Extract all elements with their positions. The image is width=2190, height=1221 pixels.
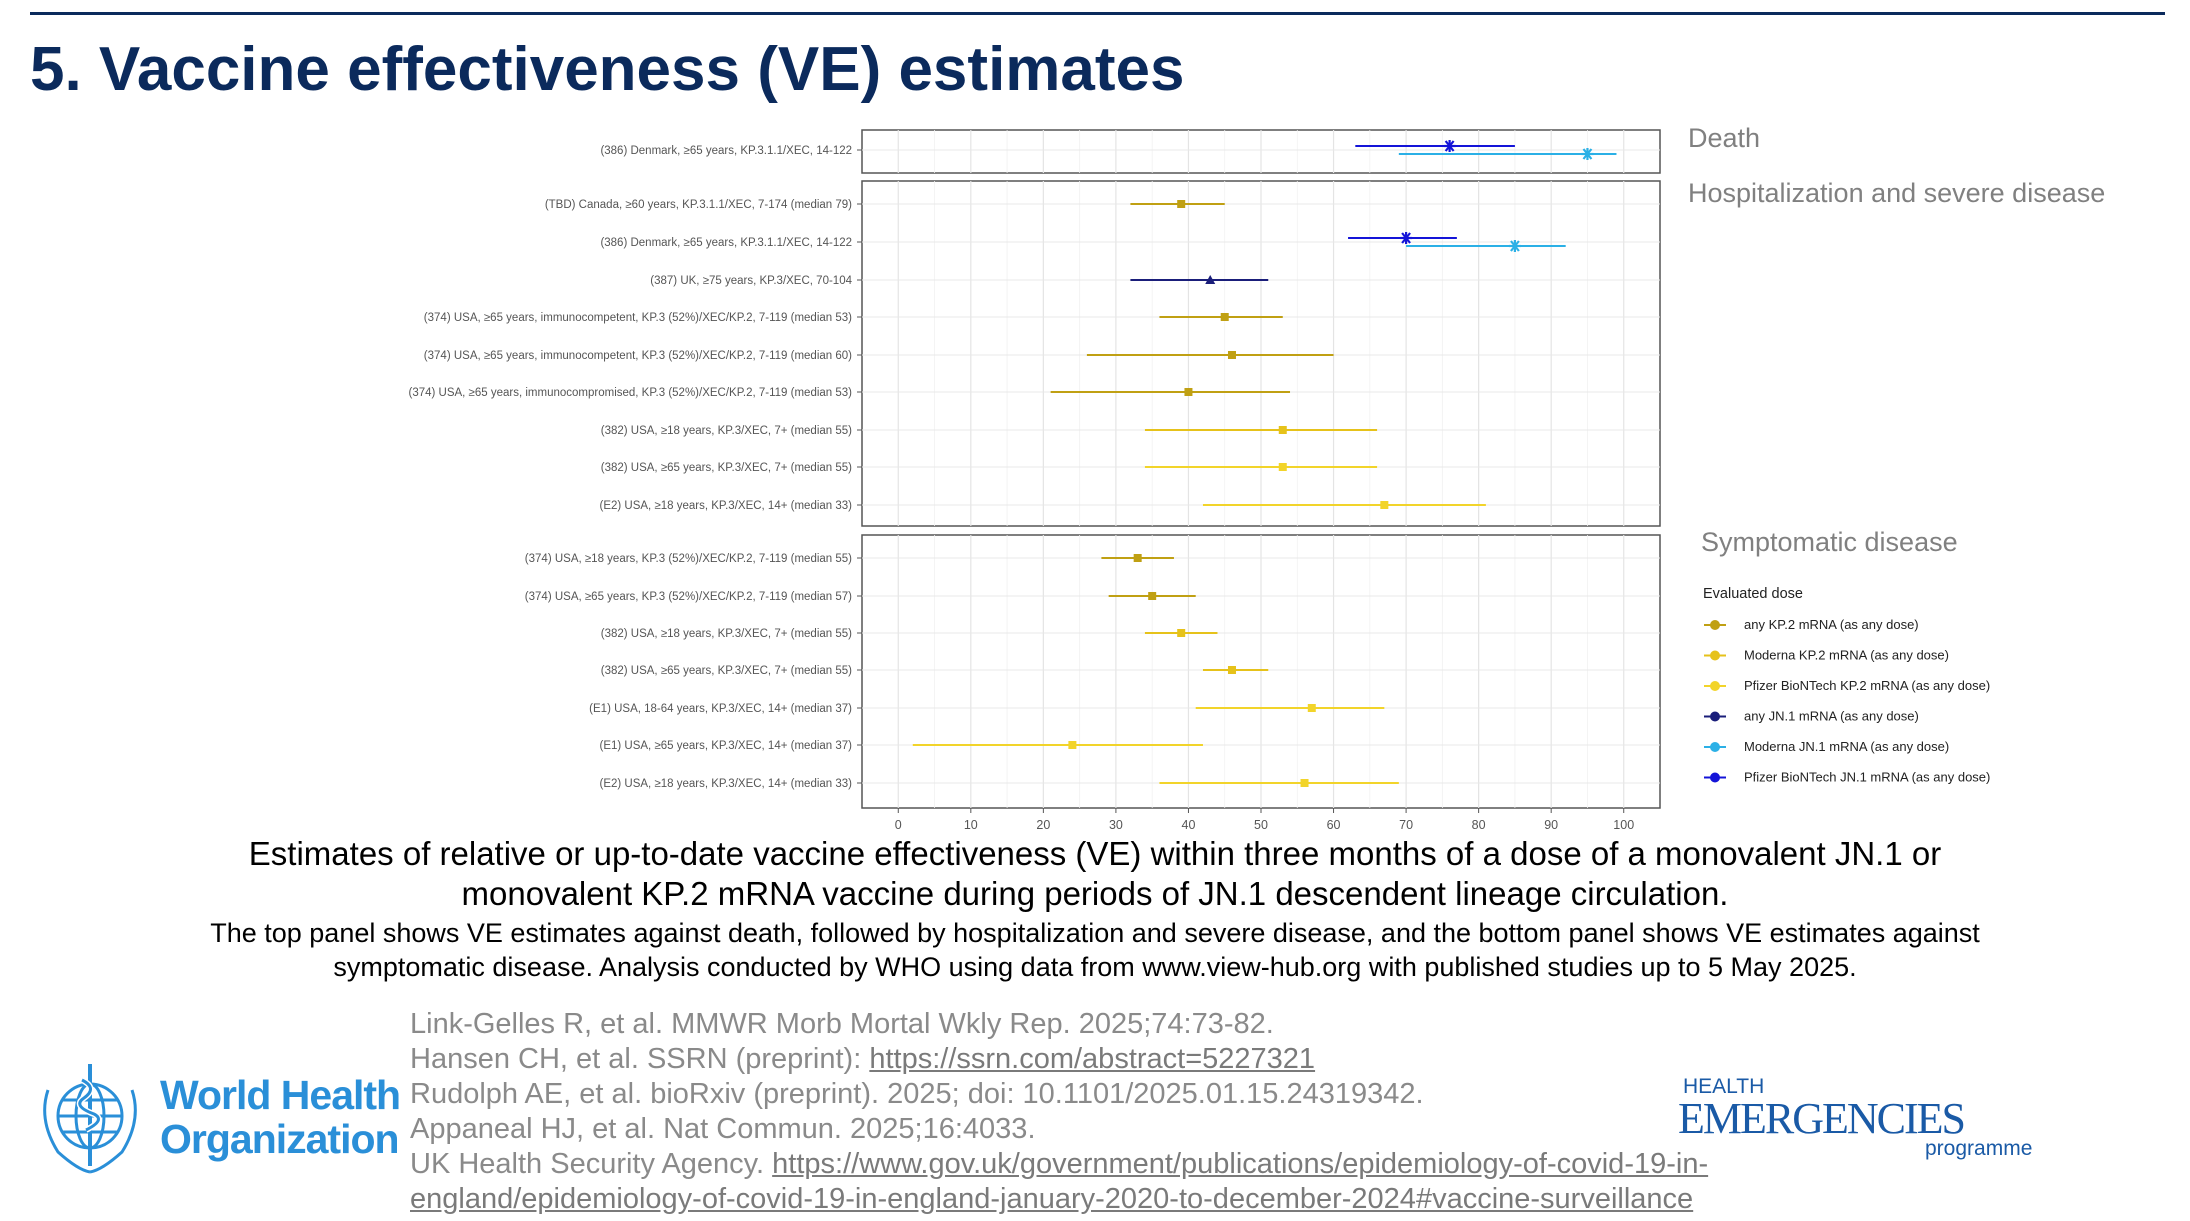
legend-marker: [1710, 650, 1720, 661]
x-tick-label: 0: [895, 818, 902, 830]
legend-title: Evaluated dose: [1703, 586, 1803, 602]
title-rule: [30, 12, 2165, 15]
point-estimate: [1508, 240, 1521, 252]
row-label: (387) UK, ≥75 years, KP.3/XEC, 70-104: [650, 275, 852, 287]
panel-label: Symptomatic disease: [1701, 527, 1958, 557]
x-tick-label: 10: [964, 818, 978, 830]
point-estimate: [1380, 501, 1389, 509]
point-estimate: [1278, 426, 1287, 434]
page-title: 5. Vaccine effectiveness (VE) estimates: [30, 35, 1185, 104]
legend-marker: [1710, 681, 1720, 691]
legend-label: Pfizer BioNTech JN.1 mRNA (as any dose): [1744, 770, 1990, 785]
legend-marker: [1710, 620, 1720, 630]
caption-line-1: Estimates of relative or up-to-date vacc…: [248, 835, 1942, 872]
row-label: (382) USA, ≥65 years, KP.3/XEC, 7+ (medi…: [601, 462, 852, 474]
x-tick-label: 50: [1254, 818, 1268, 830]
reference-3: Rudolph AE, et al. bioRxiv (preprint). 2…: [410, 1078, 1424, 1110]
point-estimate: [1400, 232, 1413, 244]
point-estimate: [1177, 200, 1186, 208]
row-label: (E1) USA, 18-64 years, KP.3/XEC, 14+ (me…: [589, 703, 852, 715]
row-label: (TBD) Canada, ≥60 years, KP.3.1.1/XEC, 7…: [545, 199, 852, 211]
row-label: (E2) USA, ≥18 years, KP.3/XEC, 14+ (medi…: [599, 778, 852, 790]
row-label: (374) USA, ≥65 years, immunocompromised,…: [408, 387, 852, 399]
caption-line-2: monovalent KP.2 mRNA vaccine during peri…: [461, 875, 1729, 912]
point-estimate: [1068, 741, 1077, 749]
x-tick-label: 30: [1109, 818, 1123, 830]
point-estimate: [1300, 779, 1309, 787]
row-label: (374) USA, ≥65 years, immunocompetent, K…: [424, 350, 852, 362]
who-logo-text: World Health Organization: [160, 1072, 401, 1162]
x-tick-label: 100: [1613, 818, 1634, 830]
row-label: (374) USA, ≥65 years, immunocompetent, K…: [424, 312, 852, 324]
x-tick-label: 40: [1182, 818, 1196, 830]
point-estimate: [1278, 463, 1287, 471]
panel-label: Hospitalization and severe disease: [1688, 178, 2105, 208]
reference-5: UK Health Security Agency. https://www.g…: [410, 1148, 1708, 1181]
he-logo-health: HEALTH: [1683, 1075, 1765, 1098]
row-label: (382) USA, ≥18 years, KP.3/XEC, 7+ (medi…: [601, 425, 852, 437]
reference-4: Appaneal HJ, et al. Nat Commun. 2025;16:…: [410, 1113, 1036, 1145]
point-estimate: [1307, 704, 1316, 712]
point-estimate: [1184, 388, 1193, 396]
he-logo-programme: programme: [1925, 1137, 2033, 1160]
caption-line-3: The top panel shows VE estimates against…: [210, 918, 1980, 948]
row-label: (374) USA, ≥18 years, KP.3 (52%)/XEC/KP.…: [525, 553, 852, 565]
point-estimate: [1148, 592, 1157, 600]
reference-2-link[interactable]: https://ssrn.com/abstract=5227321: [869, 1043, 1316, 1075]
legend-label: Pfizer BioNTech KP.2 mRNA (as any dose): [1744, 678, 1990, 693]
reference-2: Hansen CH, et al. SSRN (preprint): https…: [410, 1043, 1315, 1076]
point-estimate: [1220, 313, 1229, 321]
x-tick-label: 80: [1472, 818, 1486, 830]
point-estimate: [1227, 351, 1236, 359]
caption-line-4: symptomatic disease. Analysis conducted …: [333, 952, 1857, 982]
legend-marker: [1710, 772, 1720, 783]
row-label: (382) USA, ≥18 years, KP.3/XEC, 7+ (medi…: [601, 628, 852, 640]
x-tick-label: 20: [1036, 818, 1050, 830]
legend-label: any JN.1 mRNA (as any dose): [1744, 709, 1919, 724]
point-estimate: [1177, 629, 1186, 637]
point-estimate: [1581, 148, 1594, 160]
reference-2-text: Hansen CH, et al. SSRN (preprint):: [410, 1043, 870, 1075]
row-label: (E2) USA, ≥18 years, KP.3/XEC, 14+ (medi…: [599, 500, 852, 512]
row-label: (386) Denmark, ≥65 years, KP.3.1.1/XEC, …: [600, 145, 852, 157]
point-estimate: [1205, 275, 1216, 284]
reference-1: Link-Gelles R, et al. MMWR Morb Mortal W…: [410, 1008, 1274, 1040]
legend-label: Moderna KP.2 mRNA (as any dose): [1744, 648, 1949, 663]
legend-label: any KP.2 mRNA (as any dose): [1744, 617, 1919, 632]
point-estimate: [1227, 666, 1236, 674]
reference-5-text: UK Health Security Agency.: [410, 1148, 773, 1180]
panel-label: Death: [1688, 123, 1760, 153]
x-tick-label: 60: [1327, 818, 1341, 830]
legend-marker: [1710, 742, 1720, 752]
point-estimate: [1133, 554, 1142, 562]
row-label: (382) USA, ≥65 years, KP.3/XEC, 7+ (medi…: [601, 665, 852, 677]
row-label: (374) USA, ≥65 years, KP.3 (52%)/XEC/KP.…: [525, 591, 852, 603]
who-emblem-icon: [43, 1064, 137, 1174]
row-label: (386) Denmark, ≥65 years, KP.3.1.1/XEC, …: [600, 237, 852, 249]
legend-label: Moderna JN.1 mRNA (as any dose): [1744, 739, 1949, 754]
forest-plot: Death (386) Denmark, ≥65 years, KP.3.1.1/…: [408, 123, 2105, 830]
who-logo-line-2: Organization: [160, 1116, 400, 1162]
row-label: (E1) USA, ≥65 years, KP.3/XEC, 14+ (medi…: [599, 740, 852, 752]
reference-6-link[interactable]: england/epidemiology-of-covid-19-in-engl…: [410, 1183, 1694, 1215]
reference-5-link[interactable]: https://www.gov.uk/government/publicatio…: [772, 1148, 1709, 1180]
x-tick-label: 90: [1544, 818, 1558, 830]
point-estimate: [1443, 140, 1456, 152]
who-logo-line-1: World Health: [160, 1072, 401, 1118]
legend-marker: [1710, 711, 1720, 722]
reference-6: england/epidemiology-of-covid-19-in-engl…: [410, 1183, 1693, 1216]
he-logo-emergencies: EMERGENCIES: [1678, 1094, 1966, 1143]
x-tick-label: 70: [1399, 818, 1413, 830]
